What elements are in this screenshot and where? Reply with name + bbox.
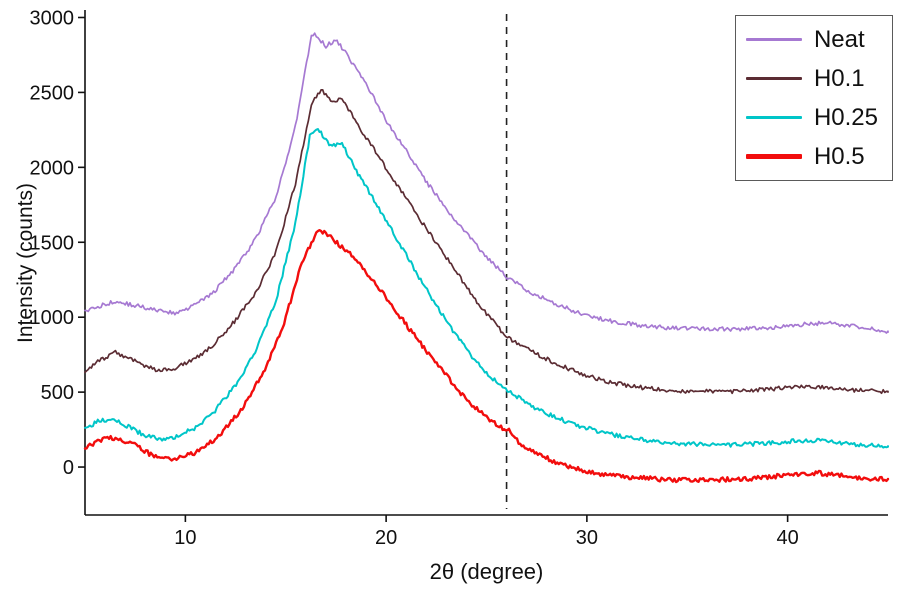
legend: Neat H0.1 H0.25 H0.5 — [734, 15, 893, 181]
x-tick-label: 10 — [174, 527, 196, 549]
legend-item-H0.25: H0.25 — [745, 98, 878, 137]
series-line-H0.5 — [83, 228, 890, 484]
x-tick-label: 40 — [777, 527, 799, 549]
legend-label: H0.1 — [813, 64, 865, 92]
legend-line-sample — [745, 77, 802, 80]
y-tick-label: 3000 — [30, 7, 75, 29]
y-tick-label: 500 — [41, 382, 74, 404]
legend-line-sample — [745, 38, 802, 41]
series-line-H0.1 — [84, 88, 889, 395]
y-tick-label: 2000 — [30, 157, 75, 179]
legend-line-sample — [745, 116, 802, 119]
legend-label: H0.25 — [813, 103, 878, 131]
legend-line-sample — [745, 154, 802, 159]
y-tick-label: 0 — [63, 457, 74, 479]
y-axis-title: Intensity (counts) — [14, 183, 37, 343]
legend-item-H0.5: H0.5 — [745, 137, 878, 176]
legend-label: H0.5 — [813, 142, 865, 170]
series-line-H0.25 — [84, 128, 889, 449]
x-axis-title: 2θ (degree) — [429, 559, 544, 584]
x-tick-label: 30 — [576, 527, 598, 549]
legend-item-H0.1: H0.1 — [745, 59, 878, 98]
y-tick-label: 2500 — [30, 82, 75, 104]
legend-item-Neat: Neat — [745, 20, 878, 59]
y-tick-label: 1000 — [30, 307, 75, 329]
x-tick-label: 20 — [375, 527, 397, 549]
y-tick-label: 1500 — [30, 232, 75, 254]
series-line-Neat — [84, 32, 889, 334]
legend-label: Neat — [813, 25, 865, 53]
